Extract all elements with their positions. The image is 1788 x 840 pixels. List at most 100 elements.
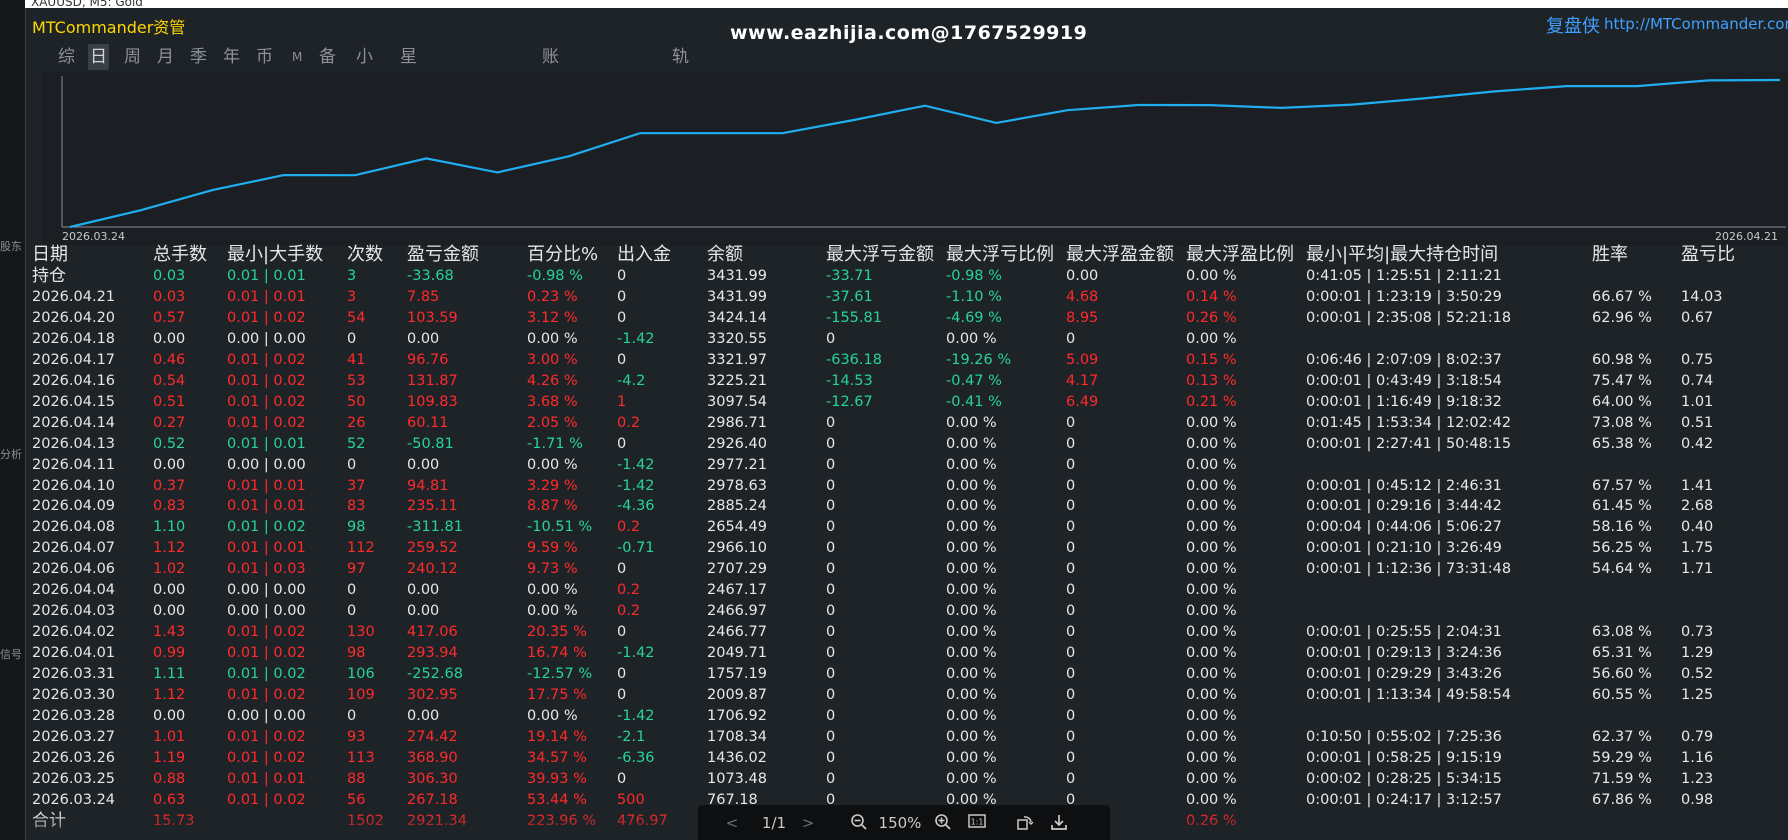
download-icon[interactable] xyxy=(1048,813,1070,833)
cell-percent: -12.57 % xyxy=(527,666,593,683)
fit-page-icon[interactable]: 1:1 xyxy=(966,813,988,833)
cell-date: 2026.04.17 xyxy=(32,351,116,368)
tab-1[interactable]: 日 xyxy=(88,44,109,70)
cell-max-float-profit: 0 xyxy=(1066,687,1076,703)
cell-percent: 17.75 % xyxy=(527,687,587,703)
cell-profit: 0.00 xyxy=(407,582,440,599)
cell-balance: 3225.21 xyxy=(707,372,767,389)
cell-date: 2026.04.01 xyxy=(32,645,116,662)
cell-trades: 0 xyxy=(347,603,357,620)
cell-max-float-loss-pct: 0.00 % xyxy=(946,582,997,599)
cell-max-float-loss-pct: 0.00 % xyxy=(946,707,997,724)
cell-max-float-profit-pct: 0.00 % xyxy=(1186,519,1237,536)
cell-max-float-loss-pct: -0.47 % xyxy=(946,372,1002,389)
cell-max-float-loss-pct: -19.26 % xyxy=(946,351,1012,368)
cell-max-float-loss: 0 xyxy=(826,624,836,641)
cell-percent: 9.73 % xyxy=(527,561,578,578)
cell-min-max-lots: 0.01 | 0.02 xyxy=(227,624,306,641)
tab-3[interactable]: 月 xyxy=(157,47,174,67)
cell-balance: 1706.92 xyxy=(707,707,767,724)
cell-trades: 41 xyxy=(347,351,366,368)
cell-pl-ratio: 0.73 xyxy=(1681,624,1714,641)
cell-total-lots: 0.63 xyxy=(153,791,186,808)
zoom-level: 150% xyxy=(878,814,922,832)
cell-deposit: 1 xyxy=(617,393,627,410)
cell-pl-ratio: 0.79 xyxy=(1681,728,1714,745)
cell-pl-ratio: 1.23 xyxy=(1681,770,1714,787)
cell-max-float-profit: 0.00 xyxy=(1066,268,1099,284)
cell-pl-ratio: 0.40 xyxy=(1681,519,1714,536)
cell-percent: 2.05 % xyxy=(527,414,578,431)
cell-max-float-loss-pct: 0.00 % xyxy=(946,749,997,766)
cell-max-float-profit-pct: 0.00 % xyxy=(1186,728,1237,745)
cell-win-rate: 60.55 % xyxy=(1592,687,1652,703)
cell-max-float-loss-pct: 0.00 % xyxy=(946,477,997,494)
cell-total-lots: 0.52 xyxy=(153,435,186,452)
cell-balance: 2654.49 xyxy=(707,519,767,536)
cell-max-float-profit-pct: 0.00 % xyxy=(1186,456,1237,473)
prev-page-button[interactable]: < xyxy=(725,814,739,832)
cell-date: 2026.04.13 xyxy=(32,435,116,452)
cell-deposit: 0.2 xyxy=(617,582,641,599)
cell-pl-ratio: 0.52 xyxy=(1681,666,1714,683)
zoom-in-icon[interactable] xyxy=(932,813,954,833)
cell-balance: 2966.10 xyxy=(707,540,767,557)
cell-min-max-lots: 0.01 | 0.02 xyxy=(227,309,306,326)
cell-trades: 56 xyxy=(347,791,366,808)
tab-7[interactable]: M xyxy=(292,50,303,64)
next-page-button[interactable]: > xyxy=(801,814,815,832)
cell-hold-time: 0:00:02 | 0:28:25 | 5:34:15 xyxy=(1306,770,1502,787)
cell-win-rate: 60.98 % xyxy=(1592,351,1652,368)
tab-8[interactable]: 备 xyxy=(319,47,336,67)
cell-deposit: 0 xyxy=(617,351,627,368)
cell-percent: 0.00 % xyxy=(527,603,578,620)
cell-pl-ratio: 1.41 xyxy=(1681,477,1714,494)
cell-balance: 2467.17 xyxy=(707,582,767,599)
cell-max-float-loss: 0 xyxy=(826,749,836,766)
chart-window-title-bar: XAUUSD, M5: Gold xyxy=(25,0,1788,9)
tab-4[interactable]: 季 xyxy=(190,47,207,67)
cell-balance: 2049.71 xyxy=(707,645,767,662)
cell-max-float-loss: 0 xyxy=(826,435,836,452)
cell-max-float-loss: 0 xyxy=(826,582,836,599)
cell-max-float-loss: 0 xyxy=(826,540,836,557)
cell-max-float-loss-pct: 0.00 % xyxy=(946,435,997,452)
rotate-icon[interactable] xyxy=(1014,813,1036,833)
cell-hold-time: 0:00:01 | 0:25:55 | 2:04:31 xyxy=(1306,624,1502,641)
cell-max-float-loss-pct: 0.00 % xyxy=(946,561,997,578)
cell-trades: 88 xyxy=(347,770,366,787)
cell-max-float-profit: 0 xyxy=(1066,414,1076,431)
zoom-out-icon[interactable] xyxy=(848,813,870,833)
tab-2[interactable]: 周 xyxy=(124,47,141,67)
tab-0[interactable]: 综 xyxy=(58,47,75,67)
cell-trades: 0 xyxy=(347,330,357,347)
tab-5[interactable]: 年 xyxy=(223,47,240,67)
cell-max-float-profit: 8.95 xyxy=(1066,309,1099,326)
balance-chart-svg xyxy=(61,76,1786,229)
cell-max-float-loss-pct: 0.00 % xyxy=(946,414,997,431)
site-link[interactable]: http://MTCommander.com xyxy=(1604,15,1788,33)
total-percent: 223.96 % xyxy=(527,812,597,829)
cell-profit: 94.81 xyxy=(407,477,449,494)
cell-win-rate: 67.86 % xyxy=(1592,791,1652,808)
cell-max-float-loss-pct: 0.00 % xyxy=(946,330,997,347)
cell-win-rate: 61.45 % xyxy=(1592,498,1652,515)
cell-max-float-profit-pct: 0.00 % xyxy=(1186,477,1237,494)
cell-win-rate: 73.08 % xyxy=(1592,414,1652,431)
tab-6[interactable]: 币 xyxy=(256,47,273,67)
cell-deposit: -1.42 xyxy=(617,707,655,724)
cell-date: 2026.04.16 xyxy=(32,372,116,389)
cell-percent: 3.12 % xyxy=(527,309,578,326)
cell-deposit: -4.36 xyxy=(617,498,655,515)
replay-link[interactable]: 复盘侠 xyxy=(1546,16,1600,37)
cell-total-lots: 1.11 xyxy=(153,666,186,683)
cell-balance: 1436.02 xyxy=(707,749,767,766)
cell-max-float-profit: 0 xyxy=(1066,435,1076,452)
cell-trades: 0 xyxy=(347,707,357,724)
cell-max-float-profit: 0 xyxy=(1066,728,1076,745)
header-total-lots: 总手数 xyxy=(153,244,207,265)
cell-total-lots: 0.83 xyxy=(153,498,186,515)
cell-max-float-profit-pct: 0.00 % xyxy=(1186,582,1237,599)
cell-percent: 0.00 % xyxy=(527,707,578,724)
cell-trades: 130 xyxy=(347,624,375,641)
